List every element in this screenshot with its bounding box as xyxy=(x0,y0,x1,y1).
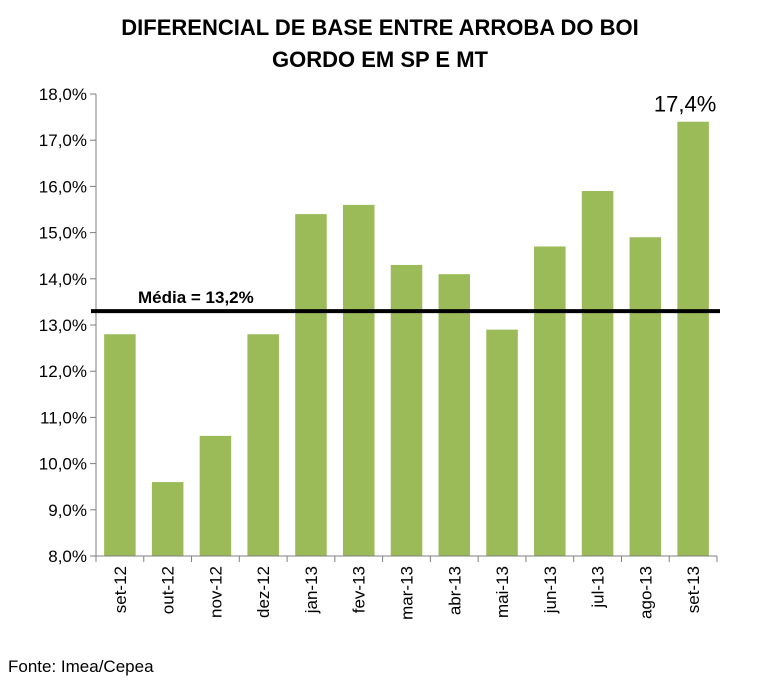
x-tick-label: jan-13 xyxy=(302,566,321,614)
x-tick-label: mar-13 xyxy=(398,566,417,620)
bar-jun-13 xyxy=(534,246,566,556)
x-tick-label: set-12 xyxy=(111,566,130,613)
bar-nov-12 xyxy=(199,435,232,556)
x-tick-label: ago-13 xyxy=(636,566,655,619)
y-tick-label: 9,0% xyxy=(48,501,87,520)
x-tick-label: fev-13 xyxy=(350,566,369,613)
y-tick-label: 15,0% xyxy=(39,224,87,243)
x-tick-label: mai-13 xyxy=(493,566,512,618)
bar-ago-13 xyxy=(629,237,662,556)
bar-abr-13 xyxy=(438,274,471,556)
chart-title-line-2: GORDO EM SP E MT xyxy=(272,47,488,72)
x-tick-label: dez-12 xyxy=(254,566,273,618)
bar-jul-13 xyxy=(581,191,614,556)
chart-title: DIFERENCIAL DE BASE ENTRE ARROBA DO BOI … xyxy=(0,12,760,76)
bar-set-13 xyxy=(677,121,709,556)
x-tick-label: abr-13 xyxy=(445,566,464,615)
y-tick-label: 11,0% xyxy=(40,408,87,427)
y-tick-label: 8,0% xyxy=(48,547,87,566)
bar-fev-13 xyxy=(342,204,375,556)
x-tick-label: jul-13 xyxy=(589,566,608,609)
bar-set-12 xyxy=(104,334,136,556)
y-tick-label: 10,0% xyxy=(39,455,87,474)
y-tick-label: 12,0% xyxy=(39,362,87,381)
x-tick-label: set-13 xyxy=(684,566,703,613)
y-tick-label: 16,0% xyxy=(39,177,87,196)
y-tick-label: 14,0% xyxy=(39,270,87,289)
source-note: Fonte: Imea/Cepea xyxy=(8,657,154,676)
x-tick-label: jun-13 xyxy=(541,566,560,614)
y-tick-label: 13,0% xyxy=(39,316,87,335)
y-tick-label: 17,0% xyxy=(39,131,87,150)
bar-mai-13 xyxy=(486,329,518,556)
x-tick-label: nov-12 xyxy=(206,566,225,618)
bar-out-12 xyxy=(151,482,184,556)
chart-title-line-1: DIFERENCIAL DE BASE ENTRE ARROBA DO BOI xyxy=(121,15,639,40)
bar-jan-13 xyxy=(295,214,327,556)
bar-mar-13 xyxy=(390,264,423,556)
y-tick-label: 18,0% xyxy=(39,85,87,104)
data-label-set-13: 17,4% xyxy=(654,92,716,117)
average-line-label: Média = 13,2% xyxy=(138,288,254,307)
bar-dez-12 xyxy=(247,334,279,556)
x-tick-label: out-12 xyxy=(159,566,178,614)
